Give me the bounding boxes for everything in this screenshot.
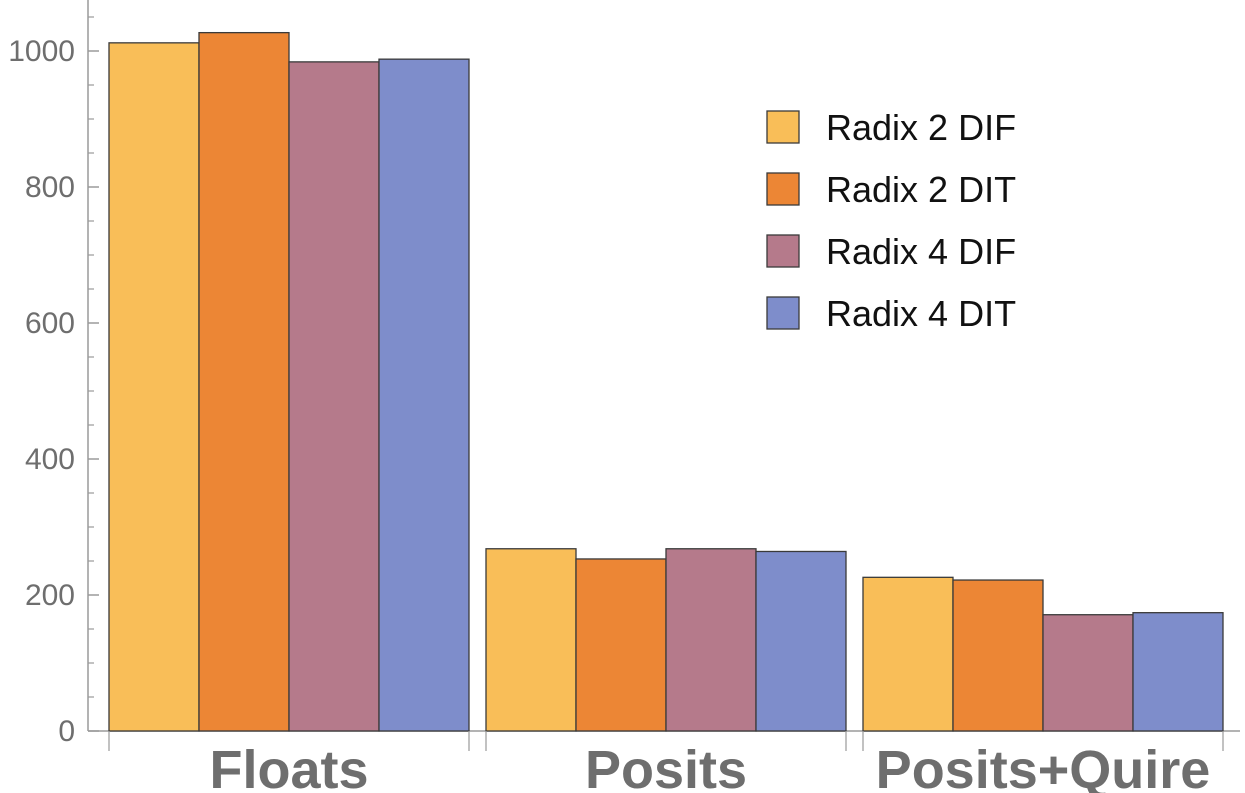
legend-swatch [766, 234, 800, 268]
legend-label: Radix 2 DIF [826, 107, 1016, 148]
bar [665, 548, 757, 732]
y-tick-label: 400 [25, 443, 75, 476]
bar [1042, 614, 1134, 732]
bar [755, 550, 847, 732]
legend-swatch [766, 296, 800, 330]
y-tick-label: 1000 [8, 35, 75, 68]
legend-label: Radix 4 DIF [826, 231, 1016, 272]
bar [952, 579, 1044, 732]
bar [108, 42, 200, 732]
x-category-label: Posits [585, 740, 747, 793]
y-tick-label: 0 [58, 715, 75, 748]
bar [485, 548, 577, 732]
bar [288, 61, 380, 732]
legend-swatch [766, 110, 800, 144]
bar [575, 558, 667, 732]
bar [198, 31, 290, 732]
legend-label: Radix 4 DIT [826, 293, 1016, 334]
x-category-label: Posits+Quire [876, 740, 1211, 793]
bar [1132, 612, 1224, 732]
y-tick-label: 800 [25, 171, 75, 204]
legend-label: Radix 2 DIT [826, 169, 1016, 210]
y-tick-label: 200 [25, 579, 75, 612]
y-tick-label: 600 [25, 307, 75, 340]
bar [862, 576, 954, 732]
legend: Radix 2 DIF Radix 2 DIT Radix 4 DIF Radix 4… [766, 107, 1016, 334]
bar [378, 58, 470, 732]
x-category-label: Floats [209, 740, 368, 793]
legend-swatch [766, 172, 800, 206]
